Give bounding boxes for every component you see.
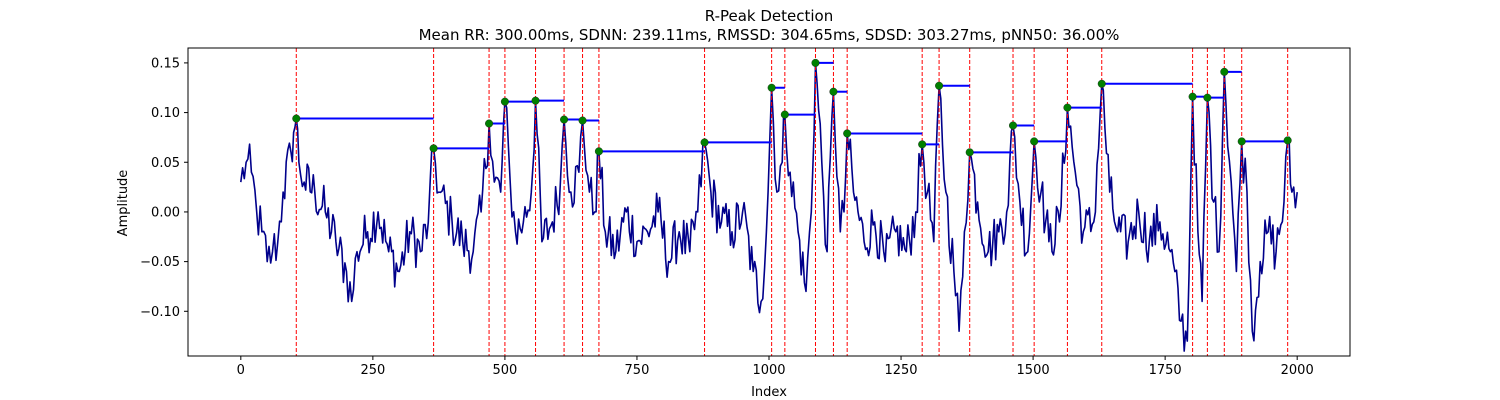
peak-marker [780,110,789,119]
x-tick-label: 2000 [1281,363,1314,378]
x-tick-label: 1250 [884,363,917,378]
peak-marker [965,148,974,157]
chart-subtitle: Mean RR: 300.00ms, SDNN: 239.11ms, RMSSD… [419,26,1120,44]
y-tick-label: 0.00 [151,205,180,220]
peak-marker [594,147,603,156]
peak-marker [767,83,776,92]
peak-marker [485,119,494,128]
x-tick-label: 500 [492,363,517,378]
plot-area: 0 250 500 750 1000 1250 1500 1750 2000 −0.10 −0.05… [140,47,1351,378]
x-tick-label: 0 [237,363,245,378]
peak-marker [1063,103,1072,112]
peak-marker [843,129,852,138]
peak-marker [829,87,838,96]
y-axis-label: Amplitude [116,170,131,237]
peak-marker [811,58,820,67]
x-axis-label: Index [751,385,787,400]
chart-title: R-Peak Detection [705,7,833,25]
peak-marker [700,138,709,147]
x-tick-label: 1750 [1149,363,1182,378]
y-tick-label: 0.10 [151,106,180,121]
peak-marker [1097,79,1106,88]
peak-marker [1009,121,1018,130]
x-tick-label: 250 [360,363,385,378]
x-tick-label: 1000 [752,363,785,378]
peak-marker [429,144,438,153]
peak-marker [1203,93,1212,102]
ecg-signal-line [240,62,1298,352]
peak-marker [578,116,587,125]
y-tick-label: 0.05 [151,156,180,171]
peak-marker [1237,137,1246,146]
x-tick-label: 750 [625,363,650,378]
peak-marker [918,140,927,149]
peak-marker [292,114,301,123]
peak-marker [1030,137,1039,146]
y-tick-label: −0.05 [140,255,180,270]
peak-marker [500,97,509,106]
peak-marker [1220,67,1229,76]
y-tick-label: 0.15 [151,56,180,71]
peak-marker [935,81,944,90]
peak-marker [531,96,540,105]
peak-marker [1188,92,1197,101]
x-tick-label: 1500 [1017,363,1050,378]
plot-frame [187,47,1351,357]
peak-marker [1283,136,1292,145]
y-tick-label: −0.10 [140,305,180,320]
peak-marker [560,115,569,124]
